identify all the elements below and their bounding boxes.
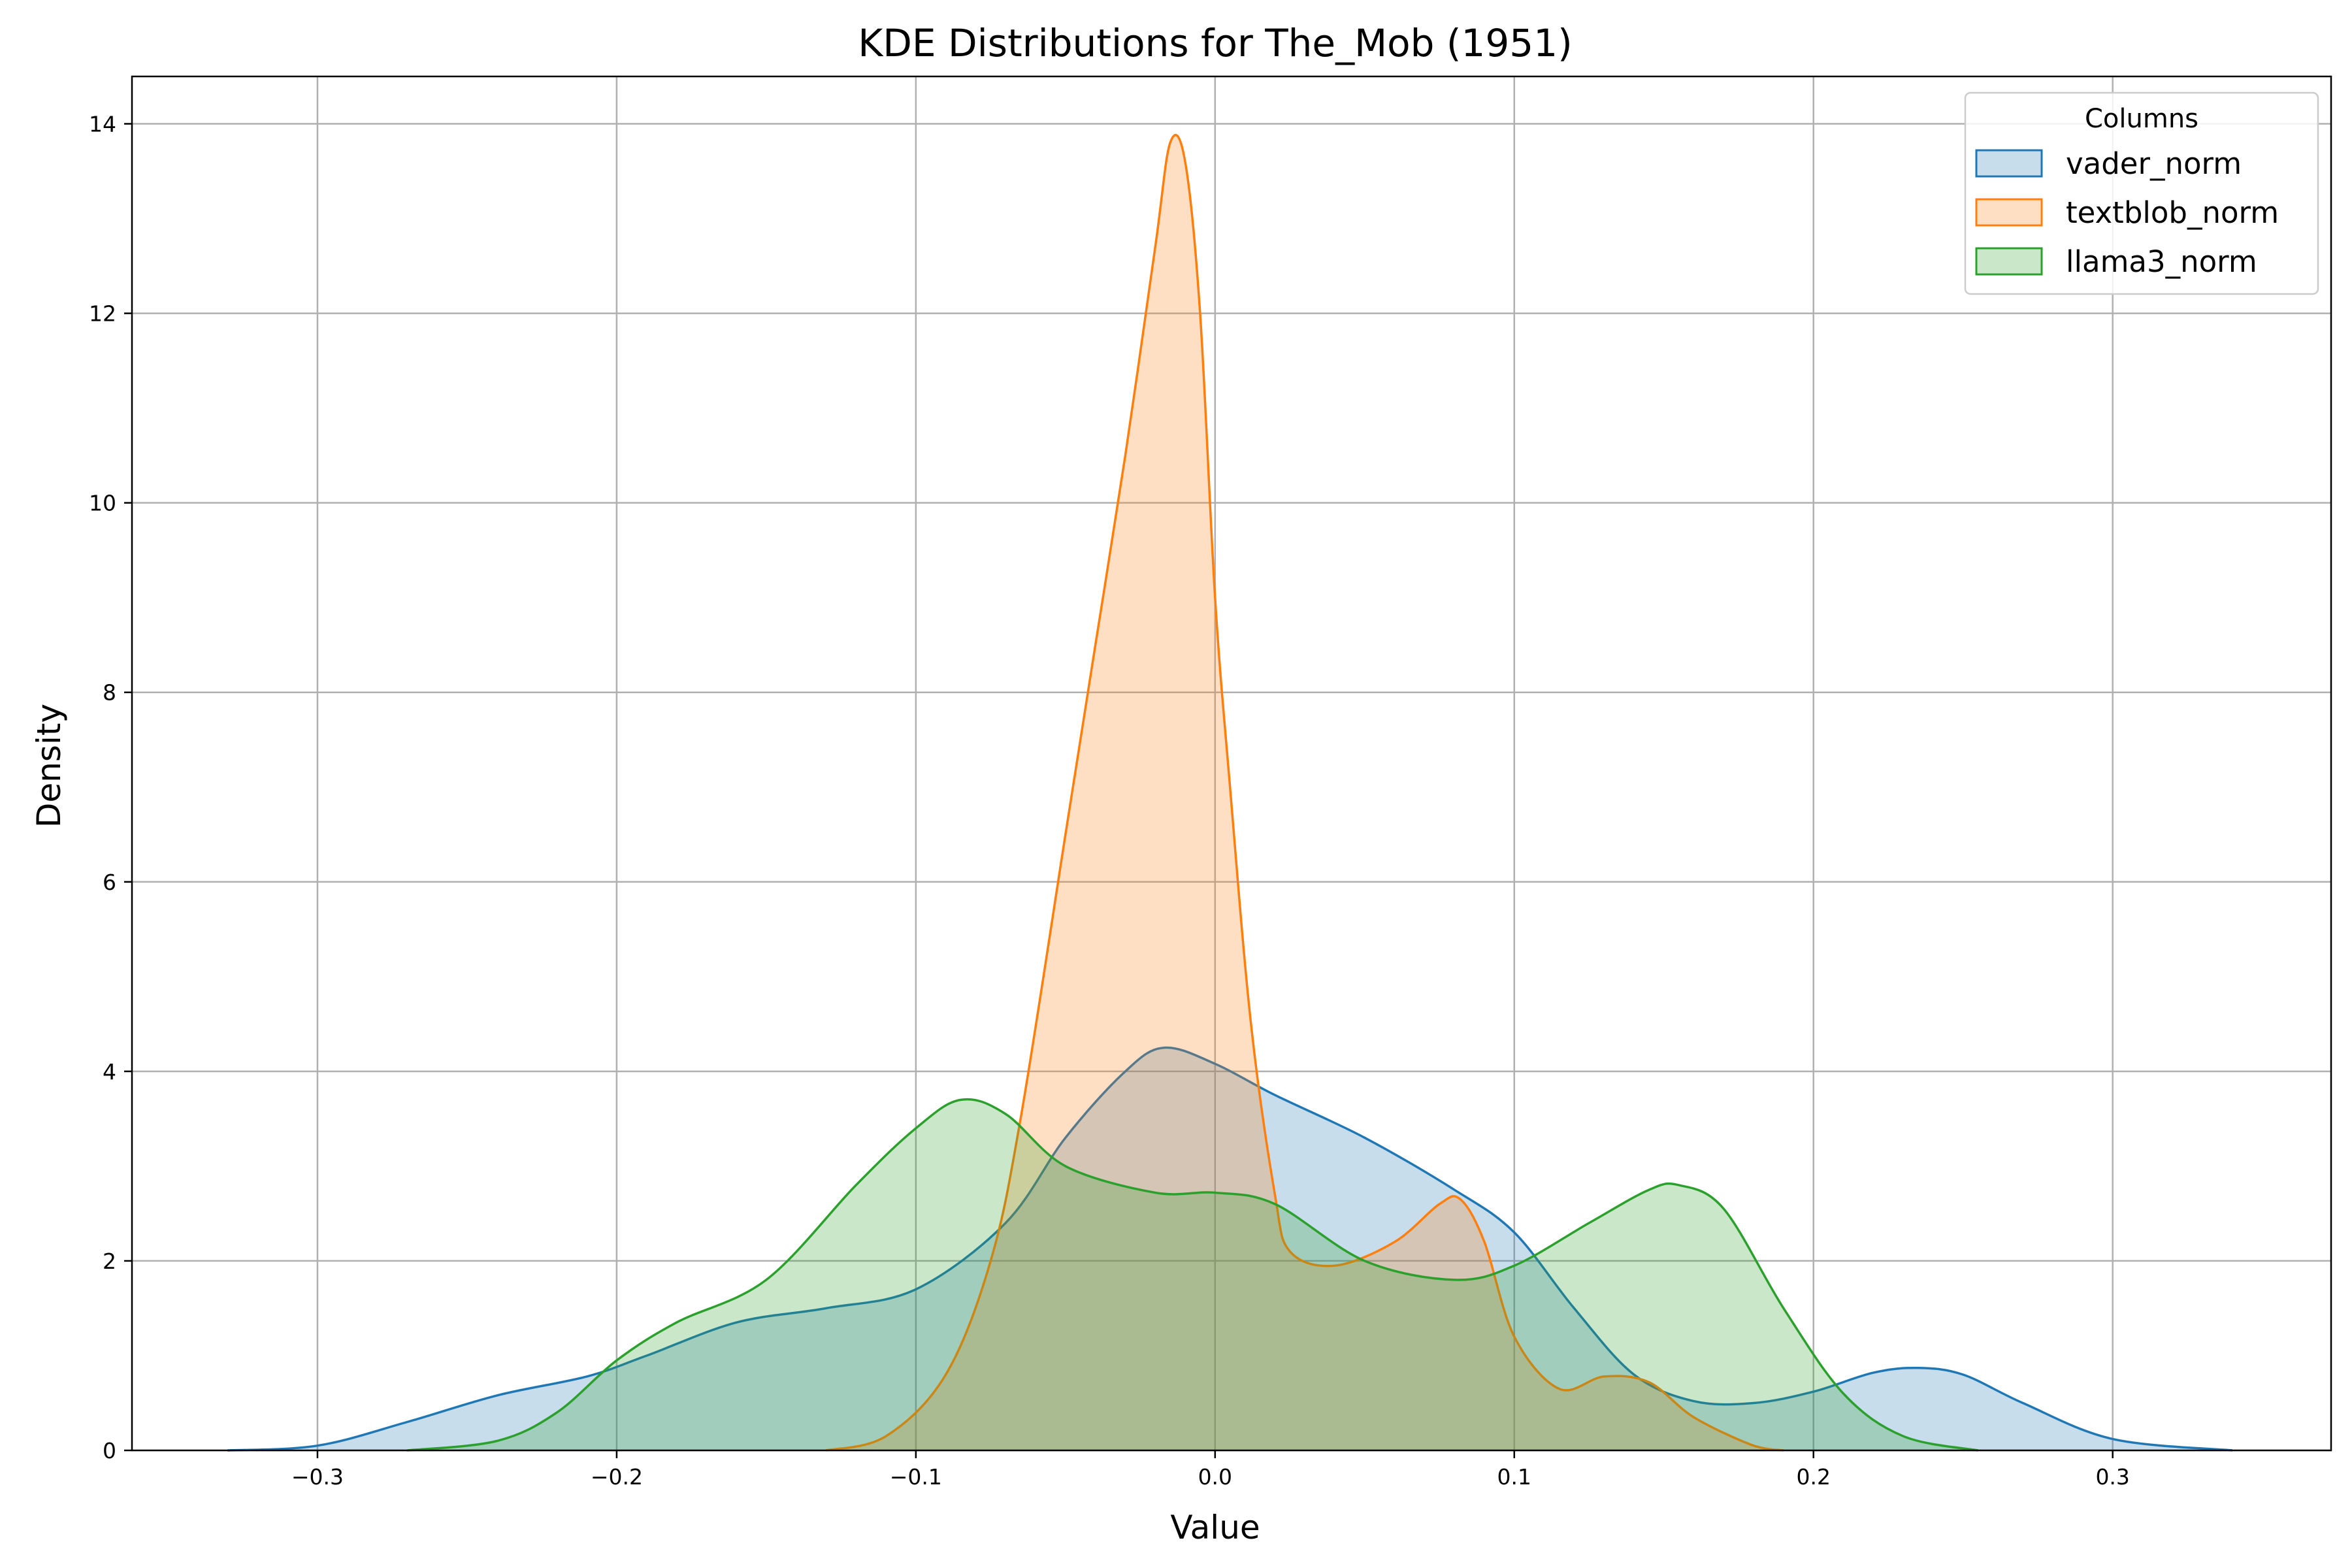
legend-label-llama3-norm: llama3_norm bbox=[2066, 244, 2257, 279]
axis-ticks: −0.3 −0.2 −0.1 0.0 0.1 0.2 0.3 0 2 4 6 8 10 12 14 bbox=[89, 112, 2130, 1490]
chart-title: KDE Distributions for The_Mob (1951) bbox=[858, 21, 1573, 65]
series-area-vader-norm bbox=[227, 1047, 2232, 1450]
series-layer bbox=[227, 133, 2233, 1452]
legend-label-vader-norm: vader_norm bbox=[2066, 146, 2242, 181]
series-line-llama3-norm bbox=[407, 1098, 1978, 1452]
legend-box bbox=[1964, 91, 2319, 295]
legend-swatch-vader-norm bbox=[1975, 149, 2043, 178]
legend-label-textblob-norm: textblob_norm bbox=[2066, 195, 2279, 230]
x-tick-label: −0.1 bbox=[890, 1464, 942, 1490]
x-tick-label: −0.3 bbox=[291, 1464, 344, 1490]
y-tick-label: 14 bbox=[89, 112, 116, 137]
x-tick-label: 0.3 bbox=[2095, 1464, 2129, 1490]
legend-items: vader_norm textblob_norm llama3_norm bbox=[1975, 146, 2279, 279]
y-tick-label: 12 bbox=[89, 301, 116, 327]
x-tick-label: −0.2 bbox=[591, 1464, 643, 1490]
x-axis-title: Value bbox=[1170, 1509, 1260, 1546]
x-tick-label: 0.2 bbox=[1796, 1464, 1830, 1490]
y-tick-label: 8 bbox=[103, 680, 116, 706]
y-tick-label: 2 bbox=[103, 1249, 116, 1274]
x-tick-label: 0.1 bbox=[1497, 1464, 1531, 1490]
y-tick-label: 0 bbox=[103, 1438, 116, 1463]
legend-swatch-llama3-norm bbox=[1975, 247, 2043, 276]
legend: Columns vader_norm textblob_norm llama3_no… bbox=[1964, 91, 2319, 295]
series-area-llama3-norm bbox=[407, 1099, 1978, 1450]
series-line-textblob-norm bbox=[826, 133, 1784, 1452]
x-tick-label: 0.0 bbox=[1198, 1464, 1232, 1490]
legend-title: Columns bbox=[2085, 104, 2198, 134]
y-tick-label: 10 bbox=[89, 491, 116, 516]
series-line-vader-norm bbox=[227, 1046, 2233, 1452]
series-area-textblob-norm bbox=[826, 135, 1784, 1450]
plot-frame bbox=[131, 75, 2332, 1452]
y-tick-label: 6 bbox=[103, 870, 116, 895]
y-axis-title: Density bbox=[30, 704, 68, 828]
legend-swatch-textblob-norm bbox=[1975, 198, 2043, 227]
y-tick-label: 4 bbox=[103, 1059, 116, 1085]
